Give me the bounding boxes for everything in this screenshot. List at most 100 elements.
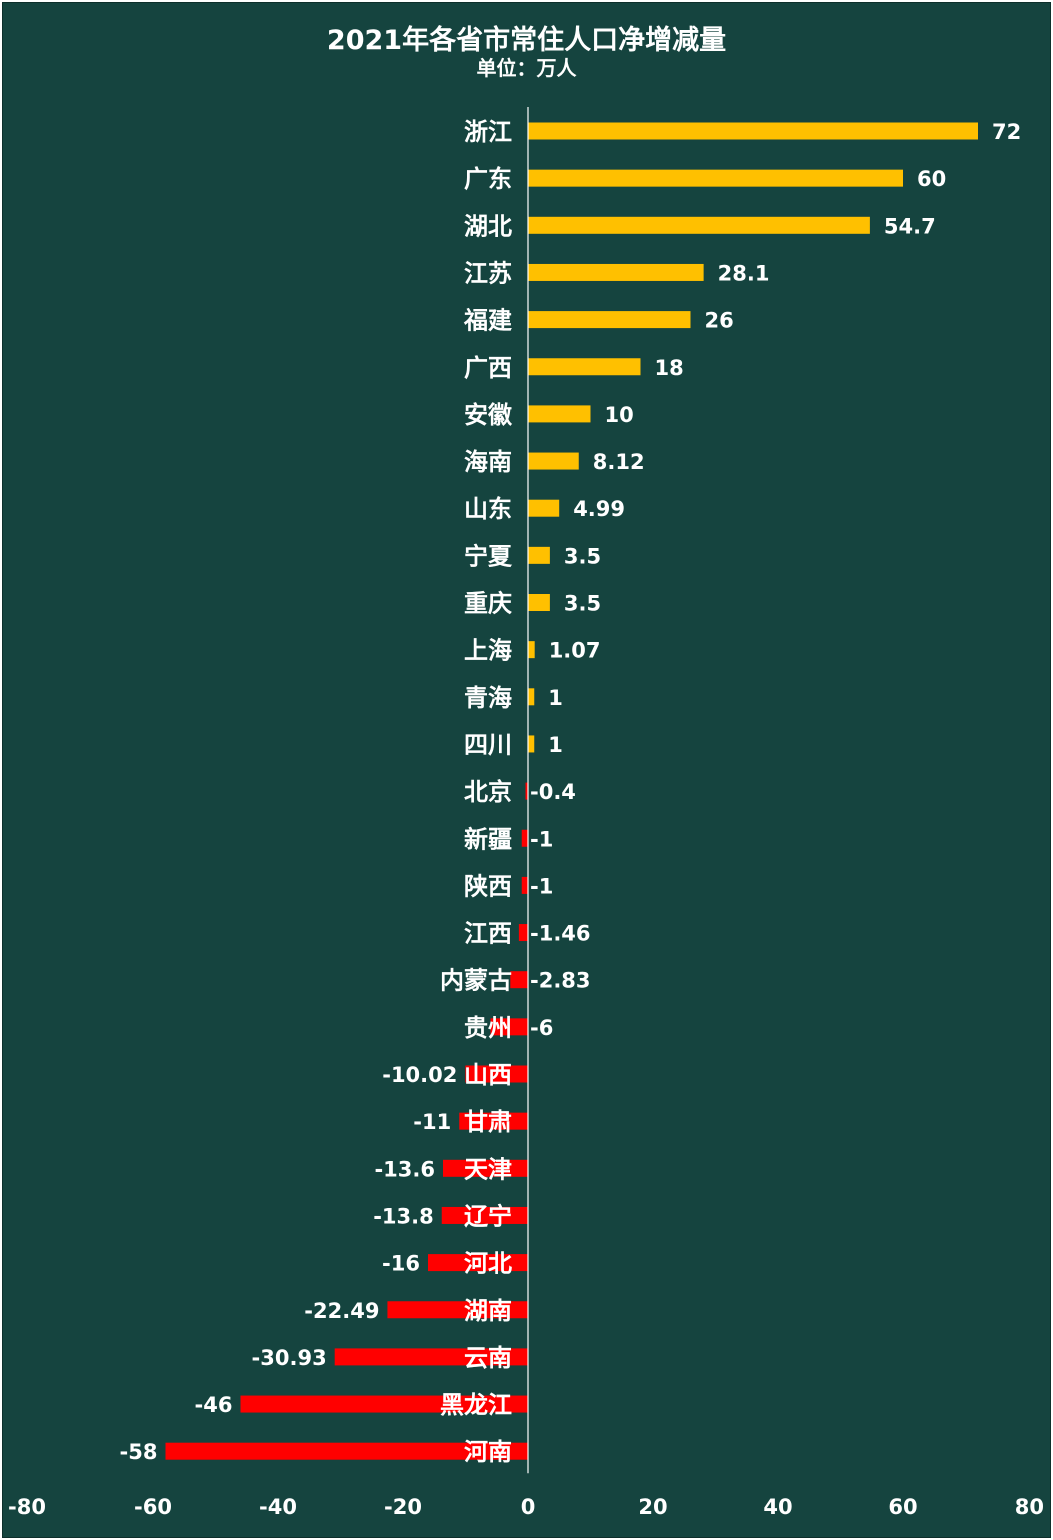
category-label: 甘肃 [464,1108,512,1136]
data-label: -6 [530,1016,553,1040]
data-label: 18 [655,356,684,380]
category-label: 青海 [464,684,512,712]
category-labels: 浙江广东湖北江苏福建广西安徽海南山东宁夏重庆上海青海四川北京新疆陕西江西内蒙古贵… [440,118,513,1466]
category-label: 湖南 [464,1297,512,1325]
bars [165,122,978,1460]
data-label: -13.8 [373,1204,434,1228]
x-tick-label: 20 [638,1495,667,1519]
category-label: 广西 [464,354,512,382]
bar [518,924,529,942]
bar [441,1206,528,1224]
data-labels: 72 60 54.7 28.1 26 18 10 8.12 4.99 3.5 3.5 1.07 1 1 -0… [120,120,1022,1464]
x-tick-label: 40 [763,1495,792,1519]
x-tick-label: -80 [8,1495,46,1519]
data-label: 10 [605,403,634,427]
category-label: 山西 [464,1061,512,1089]
category-label: 云南 [464,1344,512,1372]
category-label: 贵州 [464,1014,512,1042]
bar [525,782,528,800]
data-label: -30.93 [252,1346,327,1370]
data-label: -46 [195,1393,233,1417]
bar [528,169,903,187]
category-label: 河南 [464,1438,512,1466]
chart-title: 2021年各省市常住人口净增减量 [326,25,727,56]
data-label: -10.02 [382,1063,457,1087]
category-label: 辽宁 [464,1202,512,1230]
category-label: 海南 [464,448,512,476]
category-label: 重庆 [464,590,512,618]
bar [521,829,528,847]
data-label: -16 [382,1252,420,1276]
data-label: 3.5 [564,544,601,568]
x-tick-label: -40 [259,1495,297,1519]
category-label: 新疆 [464,825,512,853]
bar [528,546,550,564]
data-label: 4.99 [573,497,625,521]
category-label: 山东 [464,495,512,523]
category-label: 宁夏 [464,542,513,570]
bar [510,971,528,989]
category-label: 河北 [464,1250,512,1278]
bar [521,876,528,894]
category-label: 广东 [464,165,512,193]
bar [528,122,978,140]
chart-subtitle: 单位：万人 [476,56,577,80]
data-label: 1 [548,733,563,757]
bar [334,1348,528,1366]
data-label: 8.12 [593,450,645,474]
category-label: 陕西 [464,872,512,900]
category-label: 上海 [464,637,512,665]
bar [528,688,535,706]
bar [428,1254,528,1272]
bar [528,263,704,281]
category-label: 福建 [463,307,512,335]
bar [528,452,579,470]
data-label: -22.49 [304,1299,379,1323]
bar [528,311,691,329]
category-label: 黑龙江 [440,1391,512,1419]
data-label: -1 [530,874,553,898]
data-label: 60 [917,167,946,191]
data-label: 28.1 [718,261,770,285]
data-label: -13.6 [374,1157,435,1181]
category-label: 江西 [464,920,512,948]
bar [528,216,870,234]
bar [528,405,591,423]
data-label: -2.83 [530,969,591,993]
data-label: -1.46 [530,922,591,946]
data-label: -0.4 [530,780,576,804]
bar [165,1442,528,1460]
data-label: -11 [413,1110,451,1134]
bar [465,1065,529,1083]
bar [528,641,535,659]
bar [528,735,535,753]
data-label: 54.7 [884,214,936,238]
data-label: 72 [992,120,1021,144]
category-label: 四川 [464,731,512,759]
x-tick-label: 80 [1015,1495,1044,1519]
data-label: 3.5 [564,592,601,616]
data-label: 26 [705,309,734,333]
x-axis-ticks: -80 -60 -40 -20 0 20 40 60 80 [8,1495,1044,1519]
bar [387,1301,528,1319]
data-label: 1.07 [549,639,601,663]
bar [443,1159,528,1177]
x-tick-label: -60 [134,1495,172,1519]
x-tick-label: -20 [384,1495,422,1519]
category-label: 安徽 [464,401,513,429]
x-tick-label: 60 [888,1495,917,1519]
bar [528,358,641,376]
category-label: 湖北 [464,212,512,240]
bar [459,1112,528,1130]
data-label: -1 [530,827,553,851]
category-label: 浙江 [464,118,512,146]
bar [490,1018,528,1036]
category-label: 北京 [464,778,512,806]
bar [528,594,550,611]
category-label: 天津 [464,1155,512,1183]
data-label: 1 [548,686,563,710]
data-label: -58 [120,1440,158,1464]
category-label: 江苏 [464,259,512,287]
category-label: 内蒙古 [440,967,512,995]
